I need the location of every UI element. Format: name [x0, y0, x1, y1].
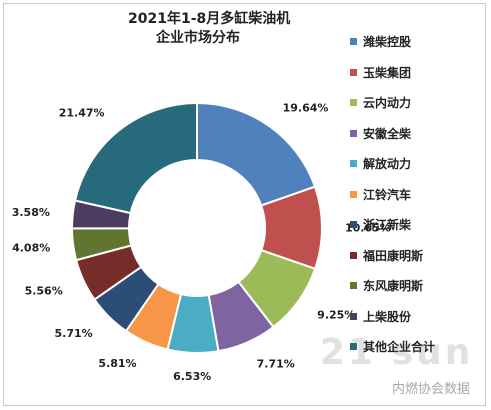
legend-swatch — [350, 190, 357, 198]
donut-slice — [196, 101, 317, 207]
legend-label: 云内动力 — [363, 96, 412, 110]
legend-item: 其他企业合计 — [350, 338, 435, 355]
legend-swatch — [350, 312, 357, 320]
slice-data-label: 9.25% — [317, 308, 355, 321]
slice-data-label: 5.81% — [98, 357, 136, 370]
legend-item: 福田康明斯 — [350, 247, 423, 264]
legend-label: 江铃汽车 — [363, 187, 412, 202]
slice-data-label: 5.56% — [25, 284, 63, 297]
legend-label: 上柴股份 — [363, 309, 412, 324]
legend-item: 江铃汽车 — [350, 186, 411, 203]
slice-data-label: 3.58% — [12, 206, 50, 219]
legend-label: 解放动力 — [363, 157, 412, 171]
chart-frame — [3, 3, 486, 406]
legend-label: 潍柴控股 — [363, 35, 412, 49]
legend-swatch — [350, 343, 357, 350]
slice-data-label: 21.47% — [59, 106, 105, 119]
chart-title-line1: 2021年1-8月多缸柴油机 — [128, 11, 291, 27]
slice-data-label: 19.64% — [283, 101, 329, 114]
legend-label: 福田康明斯 — [363, 248, 424, 263]
legend-item: 解放动力 — [350, 155, 411, 172]
legend-swatch — [350, 68, 357, 76]
donut-slice — [73, 101, 198, 215]
legend-label: 安徽全柴 — [363, 126, 412, 141]
watermark-caption: 内燃协会数据 — [392, 382, 471, 397]
slice-data-label: 4.08% — [12, 241, 50, 254]
legend-item: 上柴股份 — [350, 308, 411, 325]
legend-swatch — [350, 129, 357, 137]
chart-title-line2: 企业市场分布 — [156, 30, 240, 46]
legend-item: 安徽全柴 — [350, 125, 411, 142]
legend-swatch — [350, 38, 357, 45]
legend-label: 东风康明斯 — [363, 279, 424, 293]
legend-swatch — [350, 221, 357, 228]
legend-label: 浙江新柴 — [363, 218, 412, 232]
legend-swatch — [350, 282, 357, 289]
legend-label: 其他企业合计 — [363, 340, 436, 354]
legend-item: 云内动力 — [350, 94, 411, 111]
legend-swatch — [350, 251, 357, 259]
legend-swatch — [350, 160, 357, 167]
legend-item: 潍柴控股 — [350, 33, 411, 50]
chart-title: 2021年1-8月多缸柴油机 企业市场分布 — [128, 10, 291, 48]
slice-data-label: 6.53% — [173, 370, 211, 383]
legend-item: 浙江新柴 — [350, 216, 411, 233]
slice-data-label: 5.71% — [54, 327, 92, 340]
legend-label: 玉柴集团 — [363, 65, 412, 80]
watermark-logo: 21 sun — [320, 332, 474, 373]
legend-swatch — [350, 99, 357, 106]
legend-item: 玉柴集团 — [350, 64, 411, 81]
slice-data-label: 7.71% — [257, 357, 295, 370]
legend-item: 东风康明斯 — [350, 277, 423, 294]
